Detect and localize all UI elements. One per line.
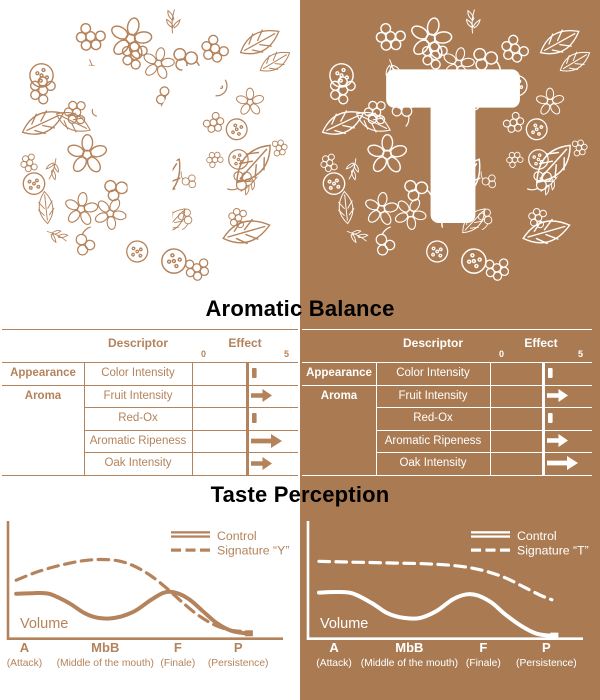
effect-header: Effect bbox=[524, 336, 558, 350]
category-label: Aroma bbox=[24, 389, 62, 402]
descriptor-label: Fruit Intensity bbox=[103, 389, 173, 402]
svg-text:Control: Control bbox=[517, 529, 557, 543]
svg-text:(Attack): (Attack) bbox=[316, 658, 351, 669]
descriptor-label: Color Intensity bbox=[396, 367, 470, 380]
scale-min-label: 0 bbox=[499, 349, 505, 359]
descriptor-label: Aromatic Ripeness bbox=[384, 434, 482, 447]
descriptor-label: Aromatic Ripeness bbox=[89, 434, 187, 447]
effect-indicator bbox=[251, 430, 298, 453]
floral-letter-y-illustration: Y bbox=[17, 8, 295, 285]
effect-indicator bbox=[251, 385, 298, 408]
taste-perception-heading: Taste Perception bbox=[210, 482, 390, 507]
effect-header: Effect bbox=[228, 336, 262, 350]
effect-indicator bbox=[547, 430, 592, 453]
descriptor-label: Red-Ox bbox=[118, 412, 158, 425]
taste-chart-t: Volume A (Attack) MbB (Middle of the mouth) F… bbox=[306, 521, 589, 669]
scale-min-label: 0 bbox=[201, 349, 207, 359]
aroma-table-t: Descriptor Effect 0 5 Appearance Aroma C… bbox=[302, 329, 592, 476]
svg-text:MbB: MbB bbox=[91, 640, 119, 655]
svg-text:T: T bbox=[392, 35, 514, 258]
category-label: Aroma bbox=[320, 389, 358, 402]
taste-chart-y: Volume A (Attack) MbB (Middle of the mouth) F… bbox=[7, 521, 289, 669]
scale-max-label: 5 bbox=[284, 349, 290, 359]
effect-indicator bbox=[251, 452, 298, 475]
svg-text:A: A bbox=[329, 640, 339, 655]
aromatic-balance-heading: Aromatic Balance bbox=[205, 296, 395, 321]
svg-text:(Middle of the mouth): (Middle of the mouth) bbox=[361, 658, 458, 669]
effect-indicator bbox=[251, 362, 298, 385]
effect-indicator bbox=[547, 362, 592, 385]
svg-text:MbB: MbB bbox=[395, 640, 423, 655]
category-label: Appearance bbox=[10, 367, 76, 380]
descriptor-label: Color Intensity bbox=[101, 367, 175, 380]
svg-text:Signature “Y”: Signature “Y” bbox=[217, 544, 289, 558]
svg-text:Control: Control bbox=[217, 529, 257, 543]
svg-text:Y: Y bbox=[73, 22, 226, 279]
svg-text:(Middle of the mouth): (Middle of the mouth) bbox=[57, 658, 154, 669]
descriptor-label: Oak Intensity bbox=[399, 457, 467, 470]
floral-letter-t-illustration: T bbox=[317, 8, 595, 282]
svg-text:Volume: Volume bbox=[20, 616, 68, 632]
descriptor-label: Fruit Intensity bbox=[398, 389, 468, 402]
scale-max-label: 5 bbox=[578, 349, 584, 359]
descriptor-label: Red-Ox bbox=[413, 412, 453, 425]
effect-indicator bbox=[547, 385, 592, 408]
descriptor-header: Descriptor bbox=[107, 336, 169, 350]
svg-text:(Attack): (Attack) bbox=[7, 658, 42, 669]
effect-indicator bbox=[547, 407, 592, 430]
svg-text:P: P bbox=[542, 640, 551, 655]
category-label: Appearance bbox=[306, 367, 372, 380]
aroma-table-y: Descriptor Effect 0 5 Appearance Aroma C… bbox=[2, 329, 298, 476]
svg-text:A: A bbox=[20, 640, 30, 655]
descriptor-header: Descriptor bbox=[402, 336, 464, 350]
svg-text:F: F bbox=[174, 640, 182, 655]
svg-text:(Persistence): (Persistence) bbox=[208, 658, 269, 669]
right-panel-background bbox=[300, 0, 600, 700]
effect-indicator bbox=[251, 407, 298, 430]
effect-indicator bbox=[547, 452, 592, 475]
svg-text:Signature “T”: Signature “T” bbox=[517, 544, 589, 558]
svg-text:F: F bbox=[479, 640, 487, 655]
svg-text:(Persistence): (Persistence) bbox=[516, 658, 577, 669]
svg-text:Volume: Volume bbox=[320, 616, 368, 632]
descriptor-label: Oak Intensity bbox=[104, 457, 172, 470]
svg-text:(Finale): (Finale) bbox=[160, 658, 195, 669]
svg-text:P: P bbox=[234, 640, 243, 655]
svg-text:(Finale): (Finale) bbox=[466, 658, 501, 669]
